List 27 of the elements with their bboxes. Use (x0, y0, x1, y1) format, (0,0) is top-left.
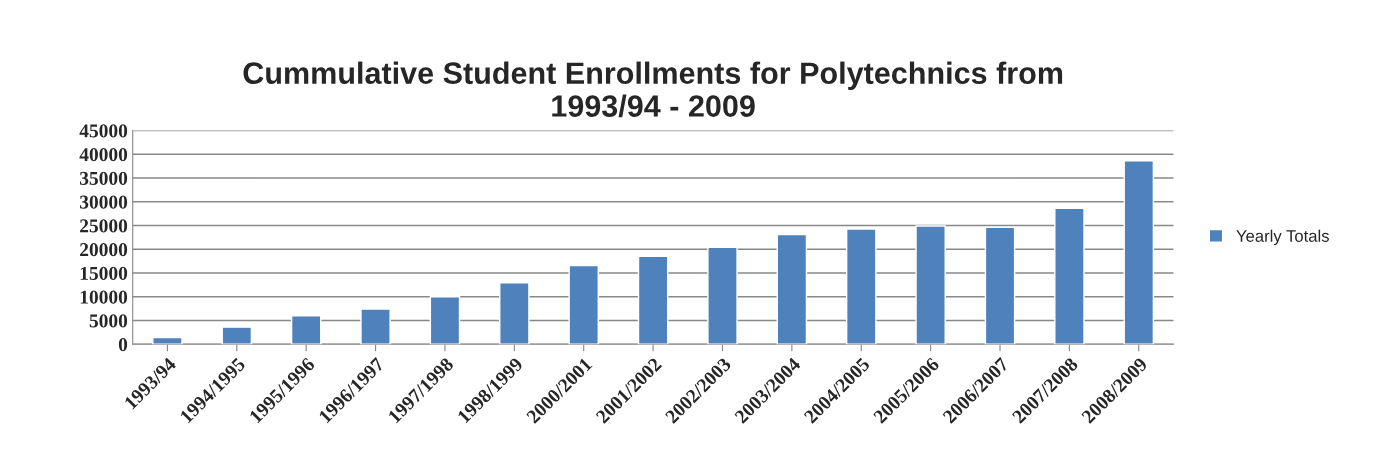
y-tick-label: 25000 (80, 219, 128, 233)
bar (1054, 207, 1085, 345)
bar (429, 296, 461, 345)
bar (915, 225, 946, 345)
bar (221, 326, 253, 345)
y-tick-label: 45000 (79, 124, 128, 138)
y-tick-label: 20000 (80, 243, 128, 257)
bar (360, 308, 391, 345)
bar (568, 264, 599, 345)
y-tick-label: 40000 (79, 148, 128, 162)
bar (152, 336, 183, 345)
y-tick-label: 5000 (89, 314, 128, 328)
chart-title: Cummulative Student Enrollments for Polytechnics from 1993/94 - 2009 (243, 61, 1063, 118)
bar (707, 246, 738, 345)
bar (290, 315, 322, 345)
bar (1123, 160, 1155, 345)
bar (499, 282, 530, 345)
y-tick-label: 15000 (80, 266, 128, 280)
y-tick-label: 35000 (79, 171, 128, 185)
bar (637, 255, 669, 345)
legend-label: Yearly Totals (1236, 229, 1329, 246)
y-tick-label: 10000 (80, 290, 128, 304)
bar (845, 228, 877, 345)
bar (984, 226, 1016, 345)
y-tick-label: 0 (118, 338, 128, 352)
y-tick-label: 30000 (79, 195, 128, 209)
bar (776, 233, 808, 345)
